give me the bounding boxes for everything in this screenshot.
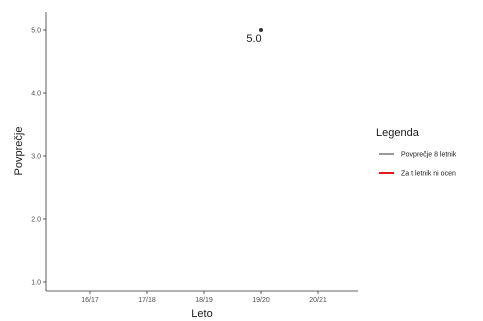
y-tick-label: 2.0 xyxy=(31,217,41,224)
x-tick-label: 16/17 xyxy=(81,297,99,304)
legend-title: Legenda xyxy=(376,127,420,139)
y-axis-ticks: 1.0 2.0 3.0 4.0 5.0 xyxy=(31,28,46,287)
data-label: 5.0 xyxy=(246,33,261,45)
x-axis-title: Leto xyxy=(191,308,212,320)
legend-label-series-1: Povprečje 8 letnik xyxy=(401,152,457,159)
x-tick-label: 19/20 xyxy=(252,297,270,304)
y-tick-label: 4.0 xyxy=(31,91,41,98)
legend: Legenda Povprečje 8 letnik Za t letnik n… xyxy=(376,127,457,178)
x-tick-label: 17/18 xyxy=(138,297,156,304)
y-tick-label: 5.0 xyxy=(31,28,41,35)
legend-label-series-2: Za t letnik ni ocen xyxy=(401,171,456,178)
y-tick-label: 1.0 xyxy=(31,280,41,287)
x-tick-label: 20/21 xyxy=(309,297,327,304)
y-tick-label: 3.0 xyxy=(31,154,41,161)
data-marks: 5.0 xyxy=(246,28,263,45)
y-axis-title: Povprečje xyxy=(13,127,25,176)
x-tick-label: 18/19 xyxy=(195,297,213,304)
data-point xyxy=(259,28,263,32)
x-axis-ticks: 16/17 17/18 18/19 19/20 20/21 xyxy=(81,291,327,304)
